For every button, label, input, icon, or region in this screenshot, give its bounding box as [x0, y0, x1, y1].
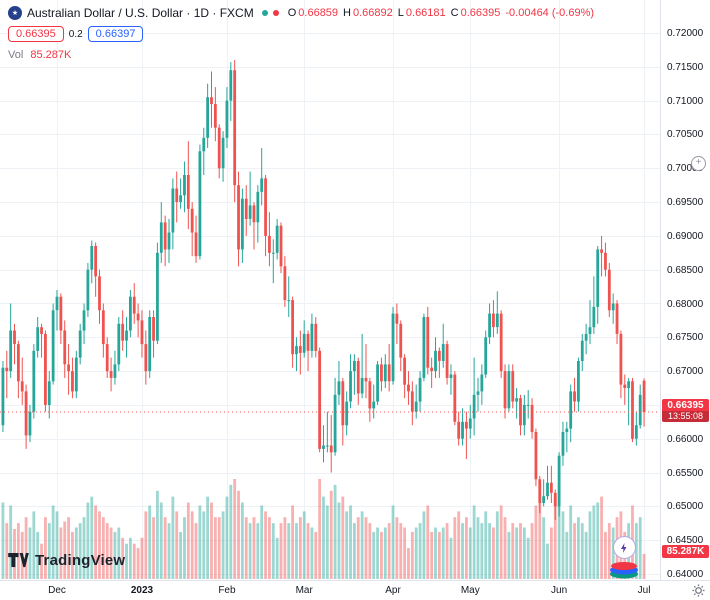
- price-axis-label: 0.68500: [667, 264, 704, 276]
- price-axis[interactable]: 0.66395 13:55:08 85.287K 0.72000 0.71500 0…: [660, 0, 710, 580]
- symbol-legend-row: ★ Australian Dollar / U.S. Dollar · 1D ·…: [8, 6, 594, 20]
- price-axis-label: 0.66000: [667, 433, 704, 445]
- low-label: L: [397, 7, 404, 19]
- volume-bars: [1, 479, 646, 579]
- plus-circle-icon[interactable]: +: [691, 156, 706, 171]
- price-axis-label: 0.72000: [667, 28, 704, 39]
- au-flag-icon: ★: [8, 6, 22, 20]
- high-value: 0.66892: [353, 7, 393, 19]
- layers-icon[interactable]: [608, 561, 640, 579]
- time-axis-label: Dec: [48, 585, 66, 596]
- time-axis-label: 2023: [130, 585, 154, 596]
- volume-legend-row[interactable]: Vol 85.287K: [8, 49, 594, 61]
- chart-legend: ★ Australian Dollar / U.S. Dollar · 1D ·…: [8, 6, 594, 61]
- tradingview-glyph-icon: [8, 553, 29, 568]
- candlestick-chart[interactable]: [0, 0, 660, 580]
- price-axis-label: 0.71000: [667, 95, 704, 107]
- volume-value: 85.287K: [30, 49, 72, 61]
- open-label: O: [287, 7, 297, 19]
- red-status-dot-icon: [272, 10, 279, 16]
- lightning-icon[interactable]: [612, 536, 636, 559]
- time-axis-label: Jun: [551, 585, 568, 596]
- symbol-title[interactable]: Australian Dollar / U.S. Dollar · 1D · F…: [27, 6, 254, 20]
- tradingview-wordmark: TradingView: [35, 552, 126, 569]
- tradingview-logo[interactable]: TradingView: [8, 552, 125, 569]
- time-axis-label: May: [460, 585, 480, 596]
- time-axis-label: Feb: [218, 585, 236, 596]
- price-axis-label: 0.65000: [667, 501, 704, 513]
- close-value: 0.66395: [460, 7, 501, 19]
- sell-price-button[interactable]: 0.66395: [8, 26, 64, 42]
- bar-countdown: 13:55:08: [662, 411, 709, 423]
- change-value: -0.00464 (-0.69%): [505, 7, 595, 19]
- time-axis[interactable]: Dec 2023 Feb Mar Apr May Jun Jul: [0, 580, 710, 600]
- low-value: 0.66181: [405, 7, 446, 19]
- last-price-badge: 0.66395 13:55:08: [662, 399, 709, 423]
- price-axis-label: 0.64000: [667, 569, 704, 580]
- price-axis-label: 0.67000: [667, 366, 704, 378]
- price-axis-label: 0.71500: [667, 61, 704, 73]
- price-axis-label: 0.69000: [667, 230, 704, 242]
- floating-widgets: [608, 536, 640, 579]
- price-axis-label: 0.70000: [667, 163, 704, 175]
- last-price-value: 0.66395: [667, 400, 704, 412]
- ohlc-values: O 0.66859 H 0.66892 L 0.66181 C 0.66395 -0.0…: [288, 7, 594, 19]
- candles: [1, 60, 646, 520]
- settings-gear-icon[interactable]: [692, 584, 705, 600]
- price-axis-label: 0.65500: [667, 467, 704, 479]
- price-axis-label: 0.64500: [667, 535, 704, 547]
- buy-price-button[interactable]: 0.66397: [87, 26, 144, 42]
- high-label: H: [343, 7, 351, 19]
- close-label: C: [450, 7, 459, 19]
- open-value: 0.66859: [298, 7, 339, 19]
- price-axis-label: 0.68000: [667, 298, 704, 310]
- buy-sell-row: 0.66395 0.2 0.66397: [8, 26, 594, 42]
- time-axis-label: Apr: [385, 585, 401, 596]
- volume-label: Vol: [8, 49, 24, 61]
- price-axis-label: 0.67500: [667, 332, 704, 344]
- time-axis-label: Mar: [295, 585, 313, 596]
- spread-value: 0.2: [68, 28, 83, 40]
- volume-badge: 85.287K: [662, 544, 709, 558]
- price-axis-label: 0.70500: [667, 129, 704, 141]
- time-axis-label: Jul: [637, 585, 651, 596]
- green-status-dot-icon: [261, 10, 268, 16]
- price-axis-label: 0.69500: [667, 197, 704, 209]
